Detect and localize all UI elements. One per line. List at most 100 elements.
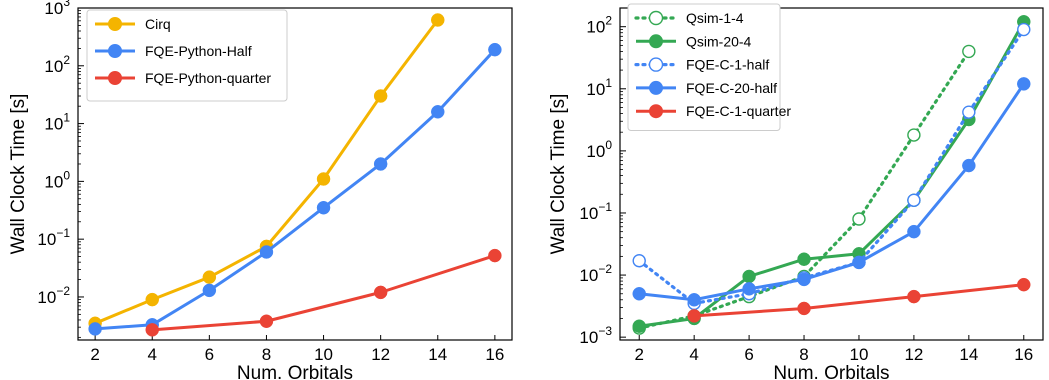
y-tick-exponent: 2 [605, 14, 612, 28]
legend-label: FQE-C-20-half [686, 80, 777, 96]
data-point [373, 285, 388, 300]
y-tick-exponent: 3 [63, 0, 70, 9]
data-point [259, 314, 274, 328]
legend-marker [649, 80, 663, 95]
data-point [687, 293, 701, 307]
plot-frame [77, 7, 513, 341]
y-tick-label: 101 [586, 76, 612, 99]
y-tick-base: 10 [37, 288, 56, 307]
series-line [639, 21, 1026, 328]
x-tick-label: 16 [1014, 345, 1033, 364]
y-tick-base: 10 [37, 230, 56, 249]
data-point [316, 172, 331, 186]
data-point [316, 200, 331, 215]
y-tick-label: 101 [44, 111, 70, 134]
y-tick-exponent: −1 [56, 226, 70, 240]
legend-marker [649, 104, 663, 119]
series-line [694, 283, 1024, 318]
data-point [907, 128, 921, 142]
series-line [95, 48, 496, 331]
y-axis-label: Wall Clock Time [s] [548, 94, 569, 255]
data-point [1017, 77, 1031, 91]
y-tick-label: 100 [44, 168, 70, 191]
data-point [488, 42, 502, 57]
y-tick-label: 102 [586, 14, 612, 37]
legend-label: Qsim-1-4 [686, 10, 744, 26]
y-tick-base: 10 [44, 115, 63, 134]
y-tick-base: 10 [579, 328, 598, 347]
x-tick-label: 8 [262, 345, 271, 364]
data-point [962, 44, 976, 59]
data-point [632, 319, 646, 333]
data-point [488, 248, 502, 263]
y-tick-label: 103 [44, 0, 70, 18]
legend-marker [648, 57, 664, 72]
x-tick-label: 2 [90, 345, 99, 364]
legend-label: FQE-C-1-half [686, 57, 769, 73]
data-point [742, 282, 756, 296]
data-point [259, 245, 274, 259]
x-tick-label: 14 [959, 345, 978, 364]
y-axis-label: Wall Clock Time [s] [8, 94, 29, 255]
x-axis-label: Num. Orbitals [237, 363, 353, 380]
y-tick-base: 10 [44, 172, 63, 191]
data-point [687, 309, 701, 323]
y-tick-label: 10−2 [37, 284, 70, 307]
legend-box [627, 3, 781, 131]
x-tick-label: 8 [799, 345, 808, 364]
data-point [962, 158, 976, 173]
y-tick-base: 10 [586, 80, 605, 99]
x-tick-label: 6 [744, 345, 753, 364]
x-tick-label: 4 [148, 345, 157, 364]
data-point [431, 105, 445, 119]
legend-label: Cirq [145, 16, 171, 32]
series-line [639, 83, 1026, 302]
y-tick-base: 10 [44, 0, 63, 18]
data-point [145, 323, 159, 337]
y-tick-base: 10 [579, 204, 598, 223]
legend: Cirq FQE-Python-Half FQE-Python-quarter [86, 9, 288, 102]
legend: Qsim-1-4 Qsim-20-4 FQE-C-1-half FQE-C-20-ha… [627, 3, 791, 131]
y-tick-label: 10−1 [37, 226, 70, 249]
y-tick-base: 10 [579, 266, 598, 285]
y-tick-exponent: 2 [63, 53, 70, 67]
data-point [431, 13, 445, 27]
data-point [962, 105, 976, 119]
series-fqe-python-half [88, 42, 502, 336]
x-tick-label: 10 [314, 345, 333, 364]
y-tick-exponent: −2 [598, 262, 612, 276]
x-tick-label: 6 [205, 345, 214, 364]
series-fqe-c-20-half [632, 77, 1031, 307]
legend-label: Qsim-20-4 [686, 33, 752, 49]
x-tick-label: 16 [485, 345, 504, 364]
y-tick-base: 10 [586, 18, 605, 37]
legend-label: FQE-Python-quarter [145, 70, 271, 86]
data-point [373, 89, 388, 103]
data-point [852, 212, 866, 226]
y-tick-exponent: 1 [63, 111, 70, 125]
data-point [373, 157, 388, 171]
y-tick-exponent: −3 [598, 324, 612, 338]
y-tick-label: 10−3 [579, 324, 612, 347]
x-tick-label: 14 [428, 345, 447, 364]
y-tick-label: 10−1 [579, 200, 612, 223]
legend-marker [108, 71, 122, 85]
y-tick-exponent: 0 [605, 138, 612, 152]
data-point [632, 287, 646, 301]
data-point [88, 322, 102, 336]
y-tick-exponent: 0 [63, 168, 70, 182]
data-point [907, 193, 921, 207]
data-point [145, 292, 159, 307]
legend-marker [108, 44, 122, 58]
y-tick-label: 100 [586, 138, 612, 161]
series-fqe-python-quarter [145, 248, 502, 337]
data-point [797, 272, 811, 287]
legend-marker [649, 34, 663, 49]
legend-label: FQE-C-1-quarter [686, 103, 791, 119]
x-tick-label: 4 [689, 345, 698, 364]
legend-label: FQE-Python-Half [145, 43, 252, 59]
data-point [202, 283, 217, 298]
legend-marker [648, 10, 664, 26]
